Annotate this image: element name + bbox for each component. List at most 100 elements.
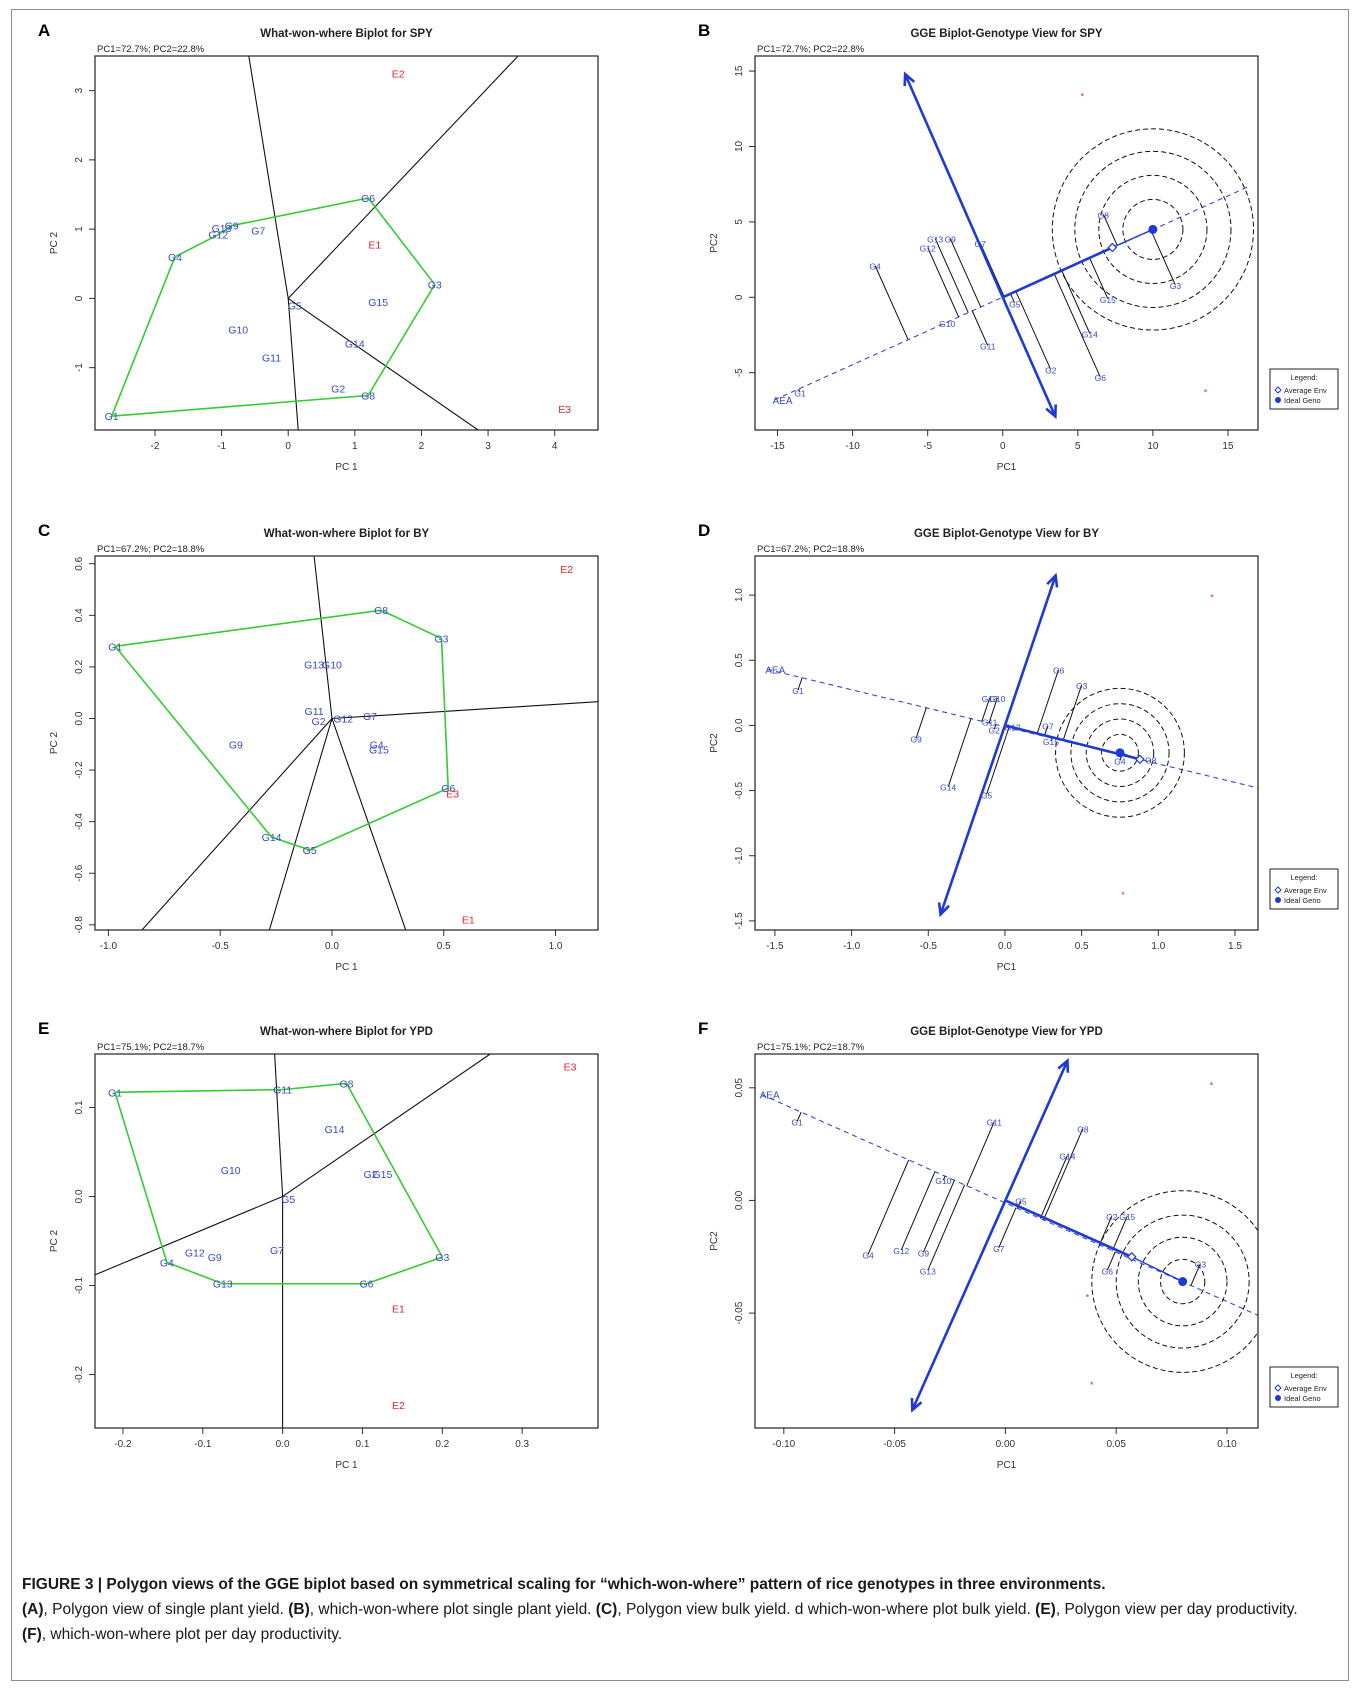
axis-arrow-down-head xyxy=(1045,404,1058,420)
x-tick-label: 0.5 xyxy=(1075,941,1089,952)
chart-b: B GGE Biplot-Genotype View for SPY PC1=72.… xyxy=(698,21,1339,473)
x-tick-label: -5 xyxy=(923,441,932,452)
axis-arrow-down xyxy=(911,1199,1007,1411)
genotype-label: G7 xyxy=(251,226,265,238)
genotype-label: G14 xyxy=(1082,329,1098,339)
y-tick-label: 15 xyxy=(734,65,745,77)
caption-label-c: (C) xyxy=(595,1601,618,1618)
projection-line xyxy=(927,1184,966,1271)
x-tick-label: 2 xyxy=(419,441,425,452)
projection-line xyxy=(796,1111,802,1122)
genotype-label: G13 xyxy=(213,1279,233,1291)
genotype-label: G6 xyxy=(361,193,375,205)
y-tick-label: 0.0 xyxy=(74,1189,85,1203)
environment-point: * xyxy=(1210,1081,1214,1091)
average-env-marker xyxy=(1135,754,1145,765)
x-tick-label: 0.5 xyxy=(437,941,451,952)
genotype-label: G4 xyxy=(168,252,182,264)
x-tick-label: 0.1 xyxy=(356,1439,370,1450)
y-tick-label: -1.5 xyxy=(734,912,745,930)
plot-frame xyxy=(94,555,599,931)
genotype-label: G14 xyxy=(325,1124,345,1136)
genotype-label: G15 xyxy=(1119,1212,1135,1222)
y-tick-label: -0.2 xyxy=(74,1366,85,1384)
convex-hull-polygon xyxy=(113,1082,444,1285)
legend-ideal-geno: Ideal Geno xyxy=(1284,1394,1321,1403)
concentric-circle xyxy=(1074,150,1232,309)
environment-label: E2 xyxy=(392,68,405,80)
aea-line xyxy=(774,185,1251,401)
genotype-label: G5 xyxy=(281,1194,295,1206)
environment-point: * xyxy=(1204,387,1208,397)
axis-arrow-up xyxy=(1004,1060,1069,1201)
axis-arrow-up xyxy=(903,73,1004,298)
axis-arrow-up-head xyxy=(1057,1058,1070,1073)
panel-e: E What-won-where Biplot for YPD PC1=75.1%;… xyxy=(20,1012,680,1532)
genotype-label: G2 xyxy=(1106,1212,1118,1222)
plot-frame xyxy=(94,1053,599,1429)
convex-hull-polygon xyxy=(110,197,436,418)
y-tick-label: 0.1 xyxy=(74,1100,85,1114)
x-tick-label: 1.5 xyxy=(1228,941,1242,952)
genotype-label: G8 xyxy=(1098,210,1110,220)
y-tick-label: 0.05 xyxy=(734,1078,745,1098)
panel-letter: D xyxy=(698,521,710,540)
chart-d: D GGE Biplot-Genotype View for BY PC1=67.2… xyxy=(698,521,1339,973)
panel-letter: C xyxy=(38,521,50,540)
y-tick-label: -0.5 xyxy=(734,782,745,800)
y-tick-label: -5 xyxy=(734,368,745,377)
genotype-label: G1 xyxy=(794,388,806,398)
chart-subtitle: PC1=67.2%; PC2=18.8% xyxy=(97,544,205,555)
y-tick-label: 0.00 xyxy=(734,1190,745,1210)
projection-line xyxy=(1106,1251,1116,1271)
y-tick-label: -0.1 xyxy=(74,1276,85,1294)
panel-c: C What-won-where Biplot for BY PC1=67.2%; … xyxy=(20,514,680,1034)
environment-label: E2 xyxy=(392,1400,405,1412)
projection-line xyxy=(1150,230,1176,286)
genotype-label: G8 xyxy=(1077,1124,1089,1134)
environment-label: E3 xyxy=(558,404,571,416)
projection-line xyxy=(1149,759,1152,762)
ideal-genotype-marker xyxy=(1178,1277,1188,1287)
genotype-label: G2 xyxy=(331,383,345,395)
chart-title: GGE Biplot-Genotype View for YPD xyxy=(910,1026,1103,1038)
y-axis-label: PC2 xyxy=(709,233,720,253)
x-axis-label: PC1 xyxy=(997,1460,1017,1471)
genotype-label: G10 xyxy=(989,694,1005,704)
axis-arrow-down-head xyxy=(937,902,950,918)
legend-average-env: Average Env xyxy=(1284,386,1327,395)
environment-point: * xyxy=(1081,92,1085,102)
concentric-circle xyxy=(1122,198,1184,260)
sector-ray xyxy=(287,297,479,430)
caption-text-a: , Polygon view of single plant yield. xyxy=(43,1601,289,1618)
genotype-label: G12 xyxy=(893,1246,909,1256)
chart-e: E What-won-where Biplot for YPD PC1=75.1%;… xyxy=(38,1019,599,1471)
x-tick-label: 0.05 xyxy=(1106,1439,1126,1450)
projection-line xyxy=(966,1121,995,1186)
genotype-label: G13 xyxy=(982,694,998,704)
genotype-label: G2 xyxy=(989,725,1001,735)
legend-ideal-geno: Ideal Geno xyxy=(1284,896,1321,905)
concentric-circle xyxy=(1098,174,1208,284)
projection-line xyxy=(1043,1128,1084,1221)
chart-title: GGE Biplot-Genotype View for SPY xyxy=(910,28,1102,40)
projection-line xyxy=(1050,738,1053,742)
genotype-label: G14 xyxy=(345,338,365,350)
genotype-label: G1 xyxy=(792,686,804,696)
concentric-circle xyxy=(1051,128,1254,331)
genotype-label: G11 xyxy=(982,717,998,727)
caption-text-b: , which-won-where plot single plant yiel… xyxy=(309,1601,596,1618)
chart-c: C What-won-where Biplot for BY PC1=67.2%; … xyxy=(38,521,599,973)
genotype-label: G15 xyxy=(368,297,388,309)
legend-title: Legend: xyxy=(1290,373,1317,382)
genotype-label: G10 xyxy=(221,1165,241,1177)
projection-line xyxy=(949,238,982,308)
environment-point: * xyxy=(1086,1292,1090,1302)
y-axis-label: PC 2 xyxy=(49,731,60,754)
caption-body: (A), Polygon view of single plant yield.… xyxy=(22,1597,1322,1647)
legend-ideal-geno-swatch xyxy=(1275,897,1281,903)
projection-line xyxy=(993,724,997,730)
genotype-label: G12 xyxy=(1005,723,1021,733)
x-axis-label: PC 1 xyxy=(335,462,358,473)
